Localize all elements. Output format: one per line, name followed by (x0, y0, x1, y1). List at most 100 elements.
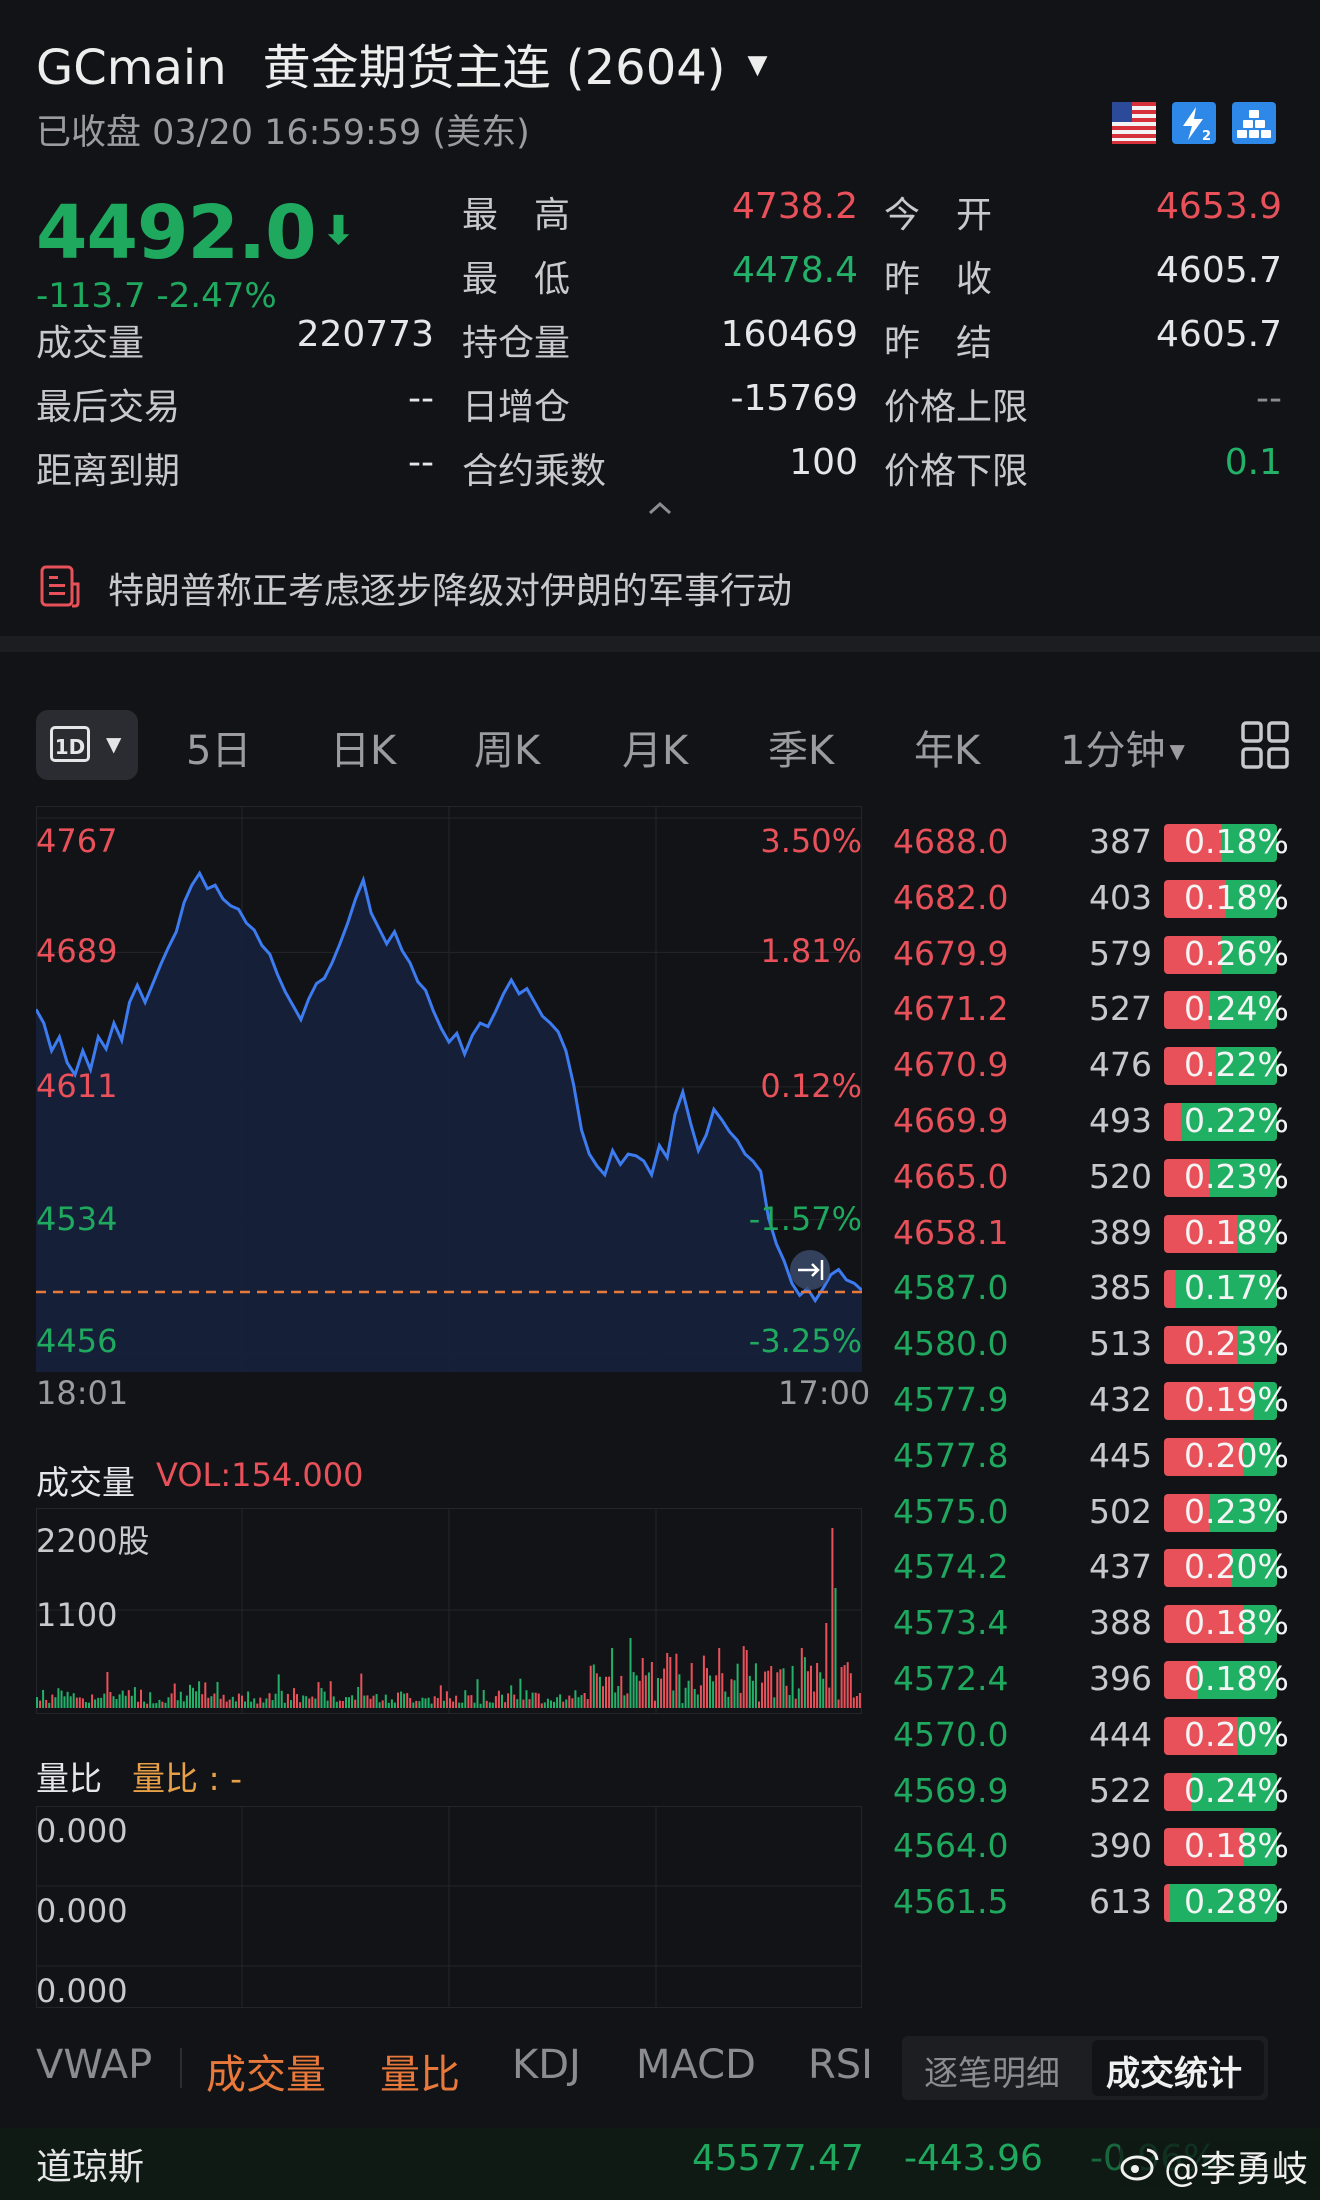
volume-bar (452, 1701, 455, 1708)
volume-bar (494, 1696, 497, 1708)
volume-bar (234, 1701, 237, 1708)
row-percent: 0.19% (1184, 1380, 1289, 1419)
volume-bar (357, 1686, 360, 1708)
intraday-price-chart[interactable] (36, 806, 862, 1372)
indicator-volume[interactable]: 成交量 (206, 2052, 326, 2098)
tab-tick-detail[interactable]: 逐笔明细 (924, 2054, 1060, 2094)
us-flag-icon[interactable] (1112, 102, 1156, 144)
tab-5day[interactable]: 5日 (186, 728, 252, 774)
volume-bar (788, 1695, 791, 1708)
volume-bar (109, 1692, 112, 1708)
row-percent: 0.22% (1184, 1101, 1289, 1140)
volume-bar (620, 1675, 623, 1708)
volume-bar (54, 1697, 57, 1708)
quote-label: 合约乘数 (462, 451, 607, 492)
row-price: 4574.2 (893, 1547, 1009, 1587)
volume-bar (562, 1701, 565, 1708)
lightning-level2-icon[interactable]: 2 (1172, 102, 1216, 144)
quote-label: 距离到期 (36, 451, 181, 492)
indicator-ratio[interactable]: 量比 (380, 2052, 460, 2098)
instrument-title[interactable]: GCmain 黄金期货主连 (2604) ▼ (36, 28, 768, 98)
volume-bar (69, 1696, 72, 1708)
ratio-chart[interactable] (36, 1806, 862, 2008)
volume-bar (42, 1689, 45, 1708)
volume-bar (449, 1698, 451, 1708)
ratio-tick-bottom: 0.000 (36, 1972, 128, 2010)
row-price: 4580.0 (893, 1324, 1009, 1364)
row-price: 4570.0 (893, 1714, 1009, 1754)
volume-bar (571, 1698, 574, 1708)
volume-bar (586, 1699, 589, 1708)
tab-year-k[interactable]: 年K (914, 728, 981, 774)
volume-bar (761, 1682, 763, 1708)
volume-bar (137, 1701, 139, 1708)
volume-bar (602, 1686, 604, 1708)
row-ratio-bar-fill (1220, 935, 1277, 974)
tab-1d[interactable]: 1D ▼ (36, 710, 138, 780)
volume-bar (164, 1702, 167, 1708)
news-banner[interactable]: 特朗普称正考虑逐步降级对伊朗的军事行动 (36, 560, 1286, 612)
quote-value: 0.1 (1224, 442, 1282, 483)
tab-month-k[interactable]: 月K (622, 728, 689, 774)
volume-bar (140, 1689, 142, 1708)
volume-bar (647, 1672, 650, 1708)
indicator-kdj[interactable]: KDJ (512, 2042, 581, 2088)
volume-bar (531, 1692, 534, 1708)
row-volume: 388 (1089, 1603, 1152, 1643)
volume-bar (317, 1682, 320, 1708)
volume-bar (403, 1693, 406, 1708)
volume-bar (730, 1679, 733, 1708)
tab-week-k[interactable]: 周K (474, 728, 541, 774)
volume-bar (424, 1698, 427, 1708)
row-percent: 0.18% (1184, 822, 1289, 861)
volume-bar (696, 1694, 699, 1708)
volume-bar (118, 1694, 121, 1708)
period-tabs: 1D ▼ 5日 日K 周K 月K 季K 年K 1分钟 ▼ (0, 700, 1320, 792)
collapse-chevron-icon[interactable] (646, 498, 674, 518)
row-percent: 0.18% (1184, 1603, 1289, 1643)
weibo-logo-icon (1120, 2148, 1159, 2181)
volume-bar (507, 1693, 510, 1708)
volume-bar (225, 1701, 228, 1708)
volume-bar (66, 1691, 69, 1708)
tab-season-k[interactable]: 季K (768, 728, 835, 774)
tab-trade-stats[interactable]: 成交统计 (1106, 2054, 1242, 2094)
gold-bars-icon[interactable] (1232, 102, 1276, 144)
row-ratio-bar (1164, 1661, 1277, 1699)
volume-bar (525, 1690, 528, 1708)
tab-1min[interactable]: 1分钟 ▼ (1060, 728, 1185, 774)
volume-bar (210, 1696, 213, 1708)
volume-bar (516, 1699, 519, 1708)
indicator-rsi[interactable]: RSI (808, 2042, 873, 2088)
volume-bar (858, 1693, 861, 1708)
row-percent: 0.18% (1184, 877, 1289, 917)
pct-axis-label: -1.57% (748, 1199, 862, 1238)
row-price: 4682.0 (893, 877, 1009, 917)
row-volume: 445 (1089, 1435, 1152, 1475)
quote-value: 4605.7 (1156, 314, 1282, 355)
row-percent: 0.28% (1184, 1882, 1289, 1922)
price-area-fill (36, 873, 862, 1372)
grid-layout-icon[interactable] (1240, 720, 1290, 770)
volume-bar (782, 1668, 785, 1708)
volume-bar (231, 1696, 234, 1708)
volume-bar (540, 1703, 543, 1708)
row-ratio-bar (1164, 1884, 1277, 1923)
indicator-macd[interactable]: MACD (636, 2042, 756, 2088)
row-ratio-bar-fill (1237, 1326, 1277, 1365)
index-ticker-bar[interactable]: 道琼斯 45577.47 -443.96 -0.96% @李勇岐 (0, 2128, 1320, 2200)
expand-handle-icon[interactable] (790, 1249, 830, 1290)
price-change: -113.7 -2.47% (36, 276, 277, 316)
indicator-vwap[interactable]: VWAP (36, 2042, 153, 2088)
volume-bar (574, 1690, 577, 1708)
volume-bar (739, 1692, 742, 1708)
volume-bar (115, 1699, 118, 1708)
volume-bar (133, 1687, 136, 1708)
tab-day-k[interactable]: 日K (330, 728, 397, 774)
volume-bar (351, 1695, 354, 1708)
quote-value: 4738.2 (732, 186, 858, 227)
volume-bar (491, 1702, 494, 1708)
volume-chart[interactable] (36, 1508, 862, 1714)
row-ratio-bar (1164, 1437, 1277, 1476)
volume-bar (816, 1663, 819, 1708)
